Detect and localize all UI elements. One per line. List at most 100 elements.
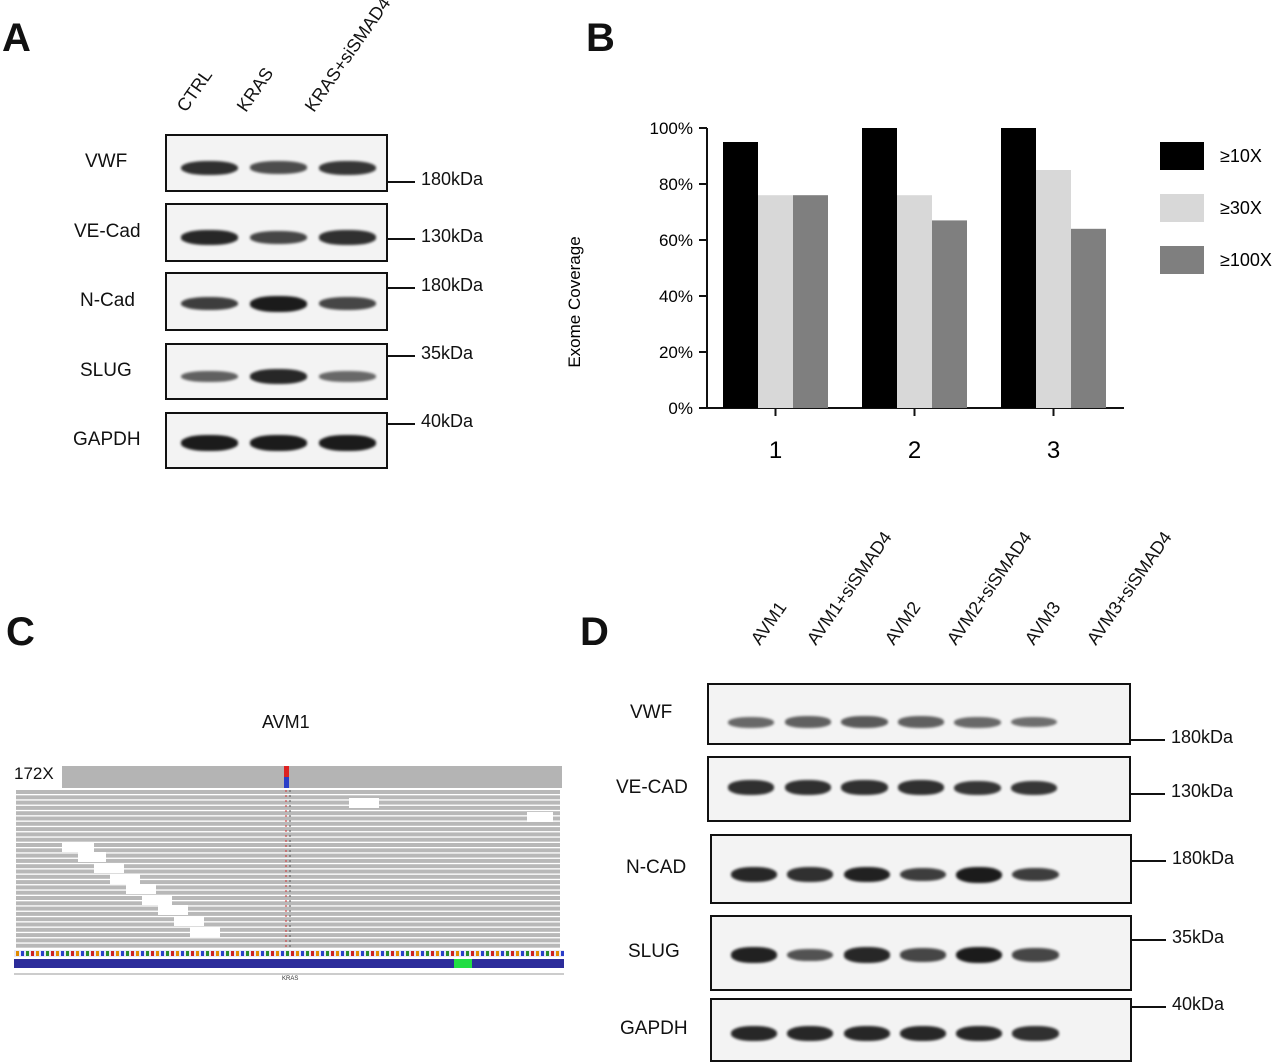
- aligned-read: [16, 896, 560, 900]
- a-blot-slug: [165, 343, 388, 400]
- reference-base: [311, 951, 314, 956]
- aligned-read: [16, 843, 560, 847]
- panel-d-letter: D: [580, 610, 609, 654]
- reference-base: [526, 951, 529, 956]
- reference-base: [31, 951, 34, 956]
- reference-base: [166, 951, 169, 956]
- lane-label-avm1: AVM1: [746, 597, 791, 649]
- reference-base: [506, 951, 509, 956]
- aligned-read: [16, 811, 560, 816]
- lane-label-avm3-sismad4: AVM3+siSMAD4: [1082, 527, 1176, 649]
- d-band: [897, 780, 945, 796]
- reference-base: [326, 951, 329, 956]
- reference-base: [316, 951, 319, 956]
- a-band: [319, 434, 376, 451]
- reference-base: [336, 951, 339, 956]
- legend-label: ≥30X: [1220, 198, 1262, 218]
- d-marker-line: [1131, 739, 1165, 741]
- reference-base: [221, 951, 224, 956]
- d-marker-label: 180kDa: [1171, 727, 1234, 747]
- aligned-read: [16, 853, 560, 858]
- bar-1-series-1: [758, 195, 793, 408]
- d-row-label-slug: SLUG: [628, 941, 680, 962]
- reference-base: [191, 951, 194, 956]
- read-gap: [78, 852, 106, 862]
- reference-base: [441, 951, 444, 956]
- aligned-read: [16, 917, 560, 922]
- reference-base: [496, 951, 499, 956]
- reference-base: [491, 951, 494, 956]
- x-tick-label: 3: [1047, 437, 1060, 464]
- reference-base: [41, 951, 44, 956]
- reference-base: [371, 951, 374, 956]
- reference-base: [486, 951, 489, 956]
- reference-base: [271, 951, 274, 956]
- bar-3-series-2: [1071, 228, 1106, 408]
- reference-base: [476, 951, 479, 956]
- panel-c-letter: C: [6, 610, 35, 654]
- reference-base: [216, 951, 219, 956]
- aligned-read: [16, 874, 560, 879]
- a-marker-label: 35kDa: [421, 343, 474, 363]
- d-blot-vwf: [707, 683, 1131, 745]
- d-blot-slug: [710, 915, 1132, 991]
- reference-base: [341, 951, 344, 956]
- reference-base: [361, 951, 364, 956]
- read-gap: [110, 874, 140, 884]
- x-tick-label: 2: [908, 437, 921, 464]
- d-marker-label: 130kDa: [1171, 781, 1234, 801]
- variant-allele-bar: [284, 766, 289, 777]
- a-row-label-n-cad: N-Cad: [80, 289, 135, 311]
- reference-base: [281, 951, 284, 956]
- reference-base: [546, 951, 549, 956]
- d-band: [897, 716, 945, 728]
- a-row-label-slug: SLUG: [80, 359, 132, 381]
- d-band: [956, 947, 1003, 963]
- aligned-read: [16, 869, 560, 874]
- reference-base: [201, 951, 204, 956]
- d-row-label-ve-cad: VE-CAD: [616, 777, 688, 798]
- panel-b-letter: B: [586, 16, 615, 60]
- aligned-read: [16, 864, 560, 869]
- reference-base: [276, 951, 279, 956]
- a-band: [250, 434, 307, 451]
- reference-base: [381, 951, 384, 956]
- reference-base: [256, 951, 259, 956]
- aligned-read: [16, 832, 560, 837]
- y-tick-label: 60%: [659, 231, 693, 250]
- a-blot-gapdh: [165, 412, 388, 469]
- lane-label-ctrl: CTRL: [172, 65, 217, 116]
- d-band: [1012, 867, 1059, 882]
- reference-base: [161, 951, 164, 956]
- d-band: [899, 1025, 947, 1041]
- reference-base: [131, 951, 134, 956]
- a-band: [181, 296, 238, 311]
- y-tick-label: 20%: [659, 343, 693, 362]
- d-band: [954, 780, 1001, 795]
- reference-base: [46, 951, 49, 956]
- aligned-read: [16, 816, 560, 821]
- reference-base: [411, 951, 414, 956]
- lane-label-avm3: AVM3: [1020, 597, 1065, 649]
- aligned-read: [16, 800, 560, 805]
- reference-base: [211, 951, 214, 956]
- d-band: [956, 1025, 1003, 1041]
- reference-base: [71, 951, 74, 956]
- lane-label-avm2: AVM2: [880, 597, 925, 649]
- bar-1-series-2: [793, 195, 828, 408]
- reference-base: [51, 951, 54, 956]
- reference-base: [331, 951, 334, 956]
- a-marker-line: [388, 423, 415, 425]
- read-gap: [527, 812, 553, 822]
- a-band: [181, 229, 238, 245]
- a-band: [181, 434, 238, 451]
- d-band: [731, 1025, 778, 1041]
- legend-label: ≥10X: [1220, 146, 1262, 166]
- reference-base: [541, 951, 544, 956]
- d-band: [787, 948, 834, 962]
- a-band: [250, 368, 307, 384]
- reference-base: [121, 951, 124, 956]
- reference-base: [246, 951, 249, 956]
- aligned-read: [16, 938, 560, 943]
- d-band: [731, 947, 778, 963]
